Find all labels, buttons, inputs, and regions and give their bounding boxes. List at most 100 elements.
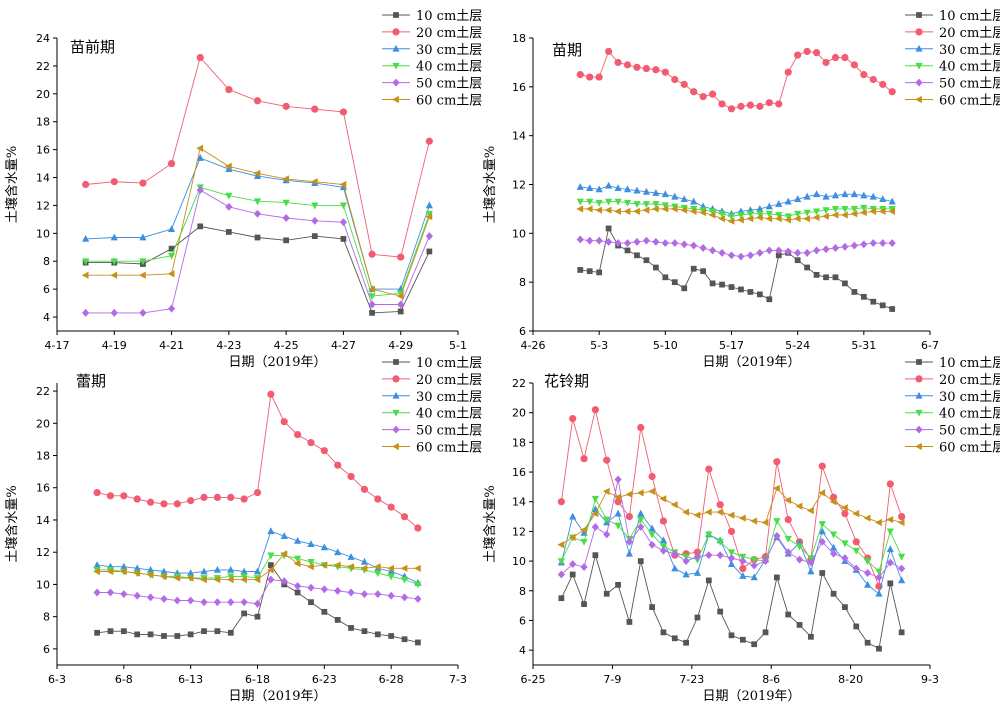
- data-point: [775, 200, 783, 207]
- data-point: [755, 213, 763, 222]
- data-point: [784, 548, 792, 557]
- y-tick-label: 14: [512, 130, 526, 143]
- legend-marker: [392, 28, 400, 36]
- legend-label: 60 cm土层: [416, 94, 482, 109]
- data-point: [614, 207, 621, 215]
- legend-marker: [393, 359, 399, 365]
- data-point: [160, 594, 168, 603]
- data-point: [368, 293, 376, 301]
- data-point: [659, 536, 668, 544]
- data-point: [784, 496, 792, 504]
- data-point: [174, 633, 181, 639]
- legend-marker: [392, 44, 400, 52]
- data-point: [812, 246, 821, 255]
- data-point: [106, 492, 115, 500]
- data-point: [807, 567, 815, 575]
- data-point: [878, 207, 886, 215]
- data-point: [311, 233, 318, 240]
- data-point: [671, 564, 679, 572]
- data-point: [850, 210, 858, 218]
- series-6: [557, 484, 905, 549]
- data-point: [829, 549, 838, 558]
- data-point: [633, 201, 641, 208]
- data-point: [737, 212, 745, 219]
- data-point: [819, 570, 826, 576]
- data-point: [642, 201, 651, 208]
- data-point: [397, 308, 404, 315]
- data-point: [750, 573, 758, 581]
- data-point: [201, 628, 207, 635]
- data-point: [750, 556, 758, 564]
- data-point: [557, 570, 565, 579]
- data-point: [850, 61, 858, 69]
- data-point: [614, 239, 622, 248]
- data-point: [569, 571, 576, 578]
- data-point: [637, 558, 644, 564]
- series-5: [82, 186, 433, 317]
- data-point: [784, 68, 792, 76]
- data-point: [580, 563, 588, 572]
- data-point: [699, 244, 707, 252]
- legend-marker: [392, 375, 400, 383]
- data-point: [283, 237, 290, 244]
- data-point: [595, 73, 603, 81]
- data-point: [307, 540, 315, 548]
- data-point: [671, 239, 679, 248]
- data-point: [765, 215, 773, 223]
- data-point: [682, 557, 690, 566]
- data-point: [623, 185, 632, 193]
- y-tick-label: 16: [512, 466, 526, 479]
- y-tick-label: 6: [43, 283, 50, 296]
- data-point: [167, 304, 176, 313]
- data-point: [196, 144, 204, 152]
- legend-marker: [392, 409, 400, 417]
- data-point: [747, 289, 754, 295]
- series-5: [557, 475, 906, 582]
- y-tick-label: 18: [512, 436, 526, 449]
- data-point: [603, 530, 611, 539]
- data-point: [133, 495, 141, 503]
- data-point: [705, 551, 713, 560]
- y-tick-label: 10: [512, 555, 526, 568]
- data-point: [829, 531, 838, 539]
- data-point: [576, 198, 584, 206]
- y-tick-label: 14: [36, 514, 50, 527]
- data-point: [728, 284, 735, 290]
- series-line: [85, 147, 430, 297]
- data-point: [585, 205, 593, 213]
- data-point: [426, 248, 433, 255]
- data-point: [756, 204, 764, 212]
- series-line: [580, 208, 893, 222]
- x-tick-label: 5-3: [590, 339, 608, 352]
- data-point: [850, 190, 858, 198]
- legend-label: 10 cm土层: [939, 356, 1000, 371]
- data-point: [727, 105, 736, 113]
- data-point: [253, 172, 262, 180]
- data-point: [225, 165, 233, 173]
- data-point: [339, 108, 348, 116]
- data-point: [213, 598, 221, 607]
- y-tick-label: 8: [519, 585, 526, 598]
- legend-marker: [915, 425, 923, 434]
- data-point: [94, 629, 100, 636]
- legend-label: 20 cm土层: [939, 373, 1000, 388]
- legend-marker: [916, 359, 922, 365]
- data-point: [557, 541, 565, 549]
- data-point: [648, 531, 656, 539]
- data-point: [727, 251, 736, 260]
- data-point: [637, 509, 645, 517]
- y-tick-label: 10: [36, 227, 50, 240]
- data-point: [227, 598, 235, 607]
- legend-marker: [915, 62, 923, 70]
- data-point: [813, 271, 820, 278]
- data-point: [682, 570, 690, 578]
- y-tick-label: 12: [36, 199, 50, 212]
- data-point: [368, 300, 376, 309]
- data-point: [648, 540, 656, 549]
- data-point: [651, 205, 659, 213]
- data-point: [186, 574, 194, 582]
- data-point: [886, 515, 894, 524]
- data-point: [852, 547, 860, 555]
- data-point: [652, 237, 660, 246]
- legend: 10 cm土层 20 cm土层 30 cm土层 40 cm土层 50 cm土层 60 cm…: [382, 356, 482, 456]
